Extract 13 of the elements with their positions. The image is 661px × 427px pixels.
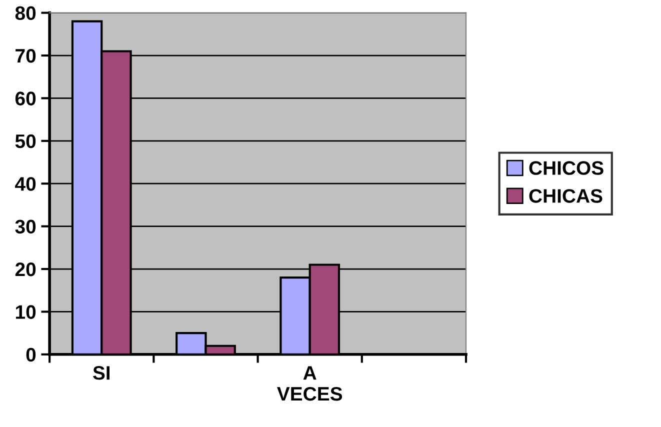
y-tick-label: 50 [15,134,36,148]
y-tick-label: 10 [16,305,36,319]
legend-label: CHICAS [529,189,602,203]
y-tick-label: 70 [16,48,36,63]
legend-label: CHICOS [529,161,604,175]
y-tick-label: 0 [26,348,36,362]
y-tick-label: 30 [15,220,36,234]
x-tick-label: A VECES [277,366,342,401]
x-tick-label: SI [93,366,110,380]
y-tick-label: 60 [15,92,36,106]
y-tick-label: 20 [15,262,36,276]
y-tick-label: 40 [15,177,36,191]
y-tick-label: 80 [15,6,36,20]
